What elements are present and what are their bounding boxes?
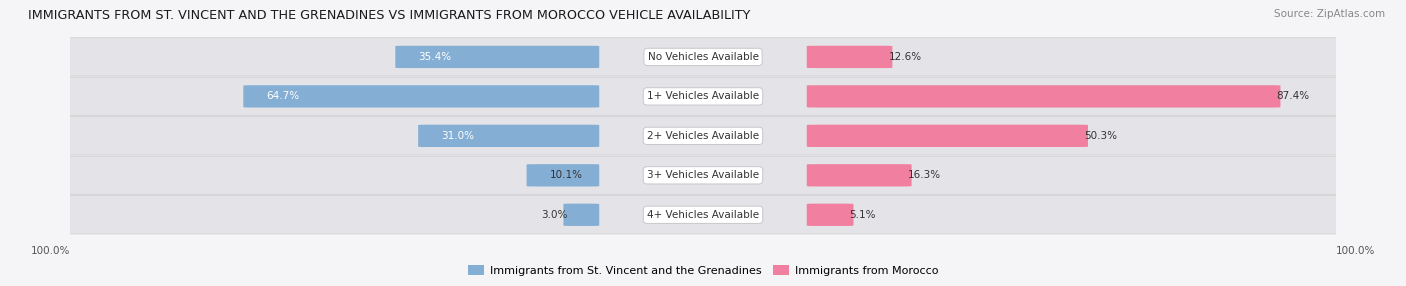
Text: Source: ZipAtlas.com: Source: ZipAtlas.com: [1274, 9, 1385, 19]
Text: 5.1%: 5.1%: [849, 210, 876, 220]
FancyBboxPatch shape: [807, 125, 1088, 147]
Text: 50.3%: 50.3%: [1084, 131, 1118, 141]
Text: IMMIGRANTS FROM ST. VINCENT AND THE GRENADINES VS IMMIGRANTS FROM MOROCCO VEHICL: IMMIGRANTS FROM ST. VINCENT AND THE GREN…: [28, 9, 751, 21]
Text: 16.3%: 16.3%: [908, 170, 941, 180]
Text: 3+ Vehicles Available: 3+ Vehicles Available: [647, 170, 759, 180]
FancyBboxPatch shape: [807, 85, 1281, 108]
Text: 12.6%: 12.6%: [889, 52, 922, 62]
FancyBboxPatch shape: [527, 164, 599, 186]
Text: 2+ Vehicles Available: 2+ Vehicles Available: [647, 131, 759, 141]
FancyBboxPatch shape: [66, 38, 1340, 76]
FancyBboxPatch shape: [807, 164, 911, 186]
Text: 31.0%: 31.0%: [441, 131, 474, 141]
Text: 100.0%: 100.0%: [1336, 246, 1375, 256]
FancyBboxPatch shape: [395, 46, 599, 68]
Legend: Immigrants from St. Vincent and the Grenadines, Immigrants from Morocco: Immigrants from St. Vincent and the Gren…: [463, 261, 943, 281]
FancyBboxPatch shape: [66, 196, 1340, 234]
FancyBboxPatch shape: [66, 77, 1340, 116]
FancyBboxPatch shape: [807, 46, 893, 68]
FancyBboxPatch shape: [564, 204, 599, 226]
Text: 10.1%: 10.1%: [550, 170, 582, 180]
Text: 87.4%: 87.4%: [1277, 92, 1310, 101]
Text: 4+ Vehicles Available: 4+ Vehicles Available: [647, 210, 759, 220]
FancyBboxPatch shape: [66, 117, 1340, 155]
FancyBboxPatch shape: [418, 125, 599, 147]
Text: 35.4%: 35.4%: [418, 52, 451, 62]
FancyBboxPatch shape: [66, 156, 1340, 194]
FancyBboxPatch shape: [243, 85, 599, 108]
FancyBboxPatch shape: [807, 204, 853, 226]
Text: No Vehicles Available: No Vehicles Available: [648, 52, 758, 62]
Text: 3.0%: 3.0%: [541, 210, 567, 220]
Text: 100.0%: 100.0%: [31, 246, 70, 256]
Text: 64.7%: 64.7%: [266, 92, 299, 101]
Text: 1+ Vehicles Available: 1+ Vehicles Available: [647, 92, 759, 101]
